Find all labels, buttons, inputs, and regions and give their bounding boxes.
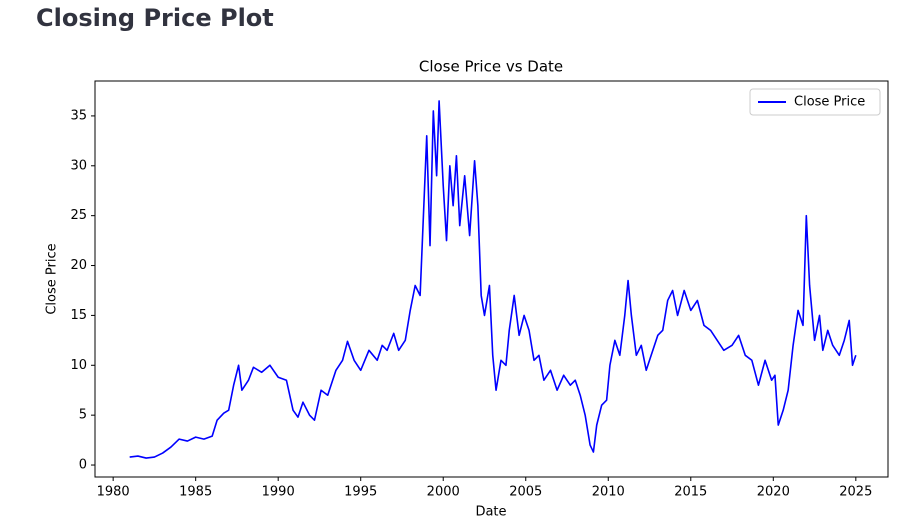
x-tick-label: 1995 bbox=[344, 485, 377, 500]
x-tick-label: 2010 bbox=[592, 485, 625, 500]
y-tick-label: 25 bbox=[70, 208, 87, 223]
x-tick-label: 2000 bbox=[427, 485, 460, 500]
x-tick-label: 2015 bbox=[674, 485, 707, 500]
chart-title: Close Price vs Date bbox=[419, 58, 563, 76]
x-axis-label: Date bbox=[475, 505, 506, 519]
x-tick-label: 2025 bbox=[839, 485, 872, 500]
y-tick-label: 10 bbox=[70, 358, 87, 373]
legend-label: Close Price bbox=[794, 95, 865, 110]
y-tick-label: 15 bbox=[70, 308, 87, 323]
x-tick-label: 1980 bbox=[97, 485, 130, 500]
y-tick-label: 5 bbox=[79, 408, 87, 423]
y-tick-label: 0 bbox=[79, 458, 87, 473]
plot-frame bbox=[94, 80, 889, 478]
x-tick-label: 1990 bbox=[262, 485, 295, 500]
y-axis-label: Close Price bbox=[45, 243, 60, 314]
y-tick-label: 20 bbox=[70, 258, 87, 273]
price-line bbox=[129, 100, 857, 459]
y-tick-label: 35 bbox=[70, 108, 87, 123]
x-tick-label: 2005 bbox=[509, 485, 542, 500]
y-tick-label: 30 bbox=[70, 158, 87, 173]
x-tick-label: 1985 bbox=[179, 485, 212, 500]
page-title: Closing Price Plot bbox=[36, 4, 274, 32]
legend-box bbox=[749, 88, 881, 116]
x-tick-label: 2020 bbox=[757, 485, 790, 500]
